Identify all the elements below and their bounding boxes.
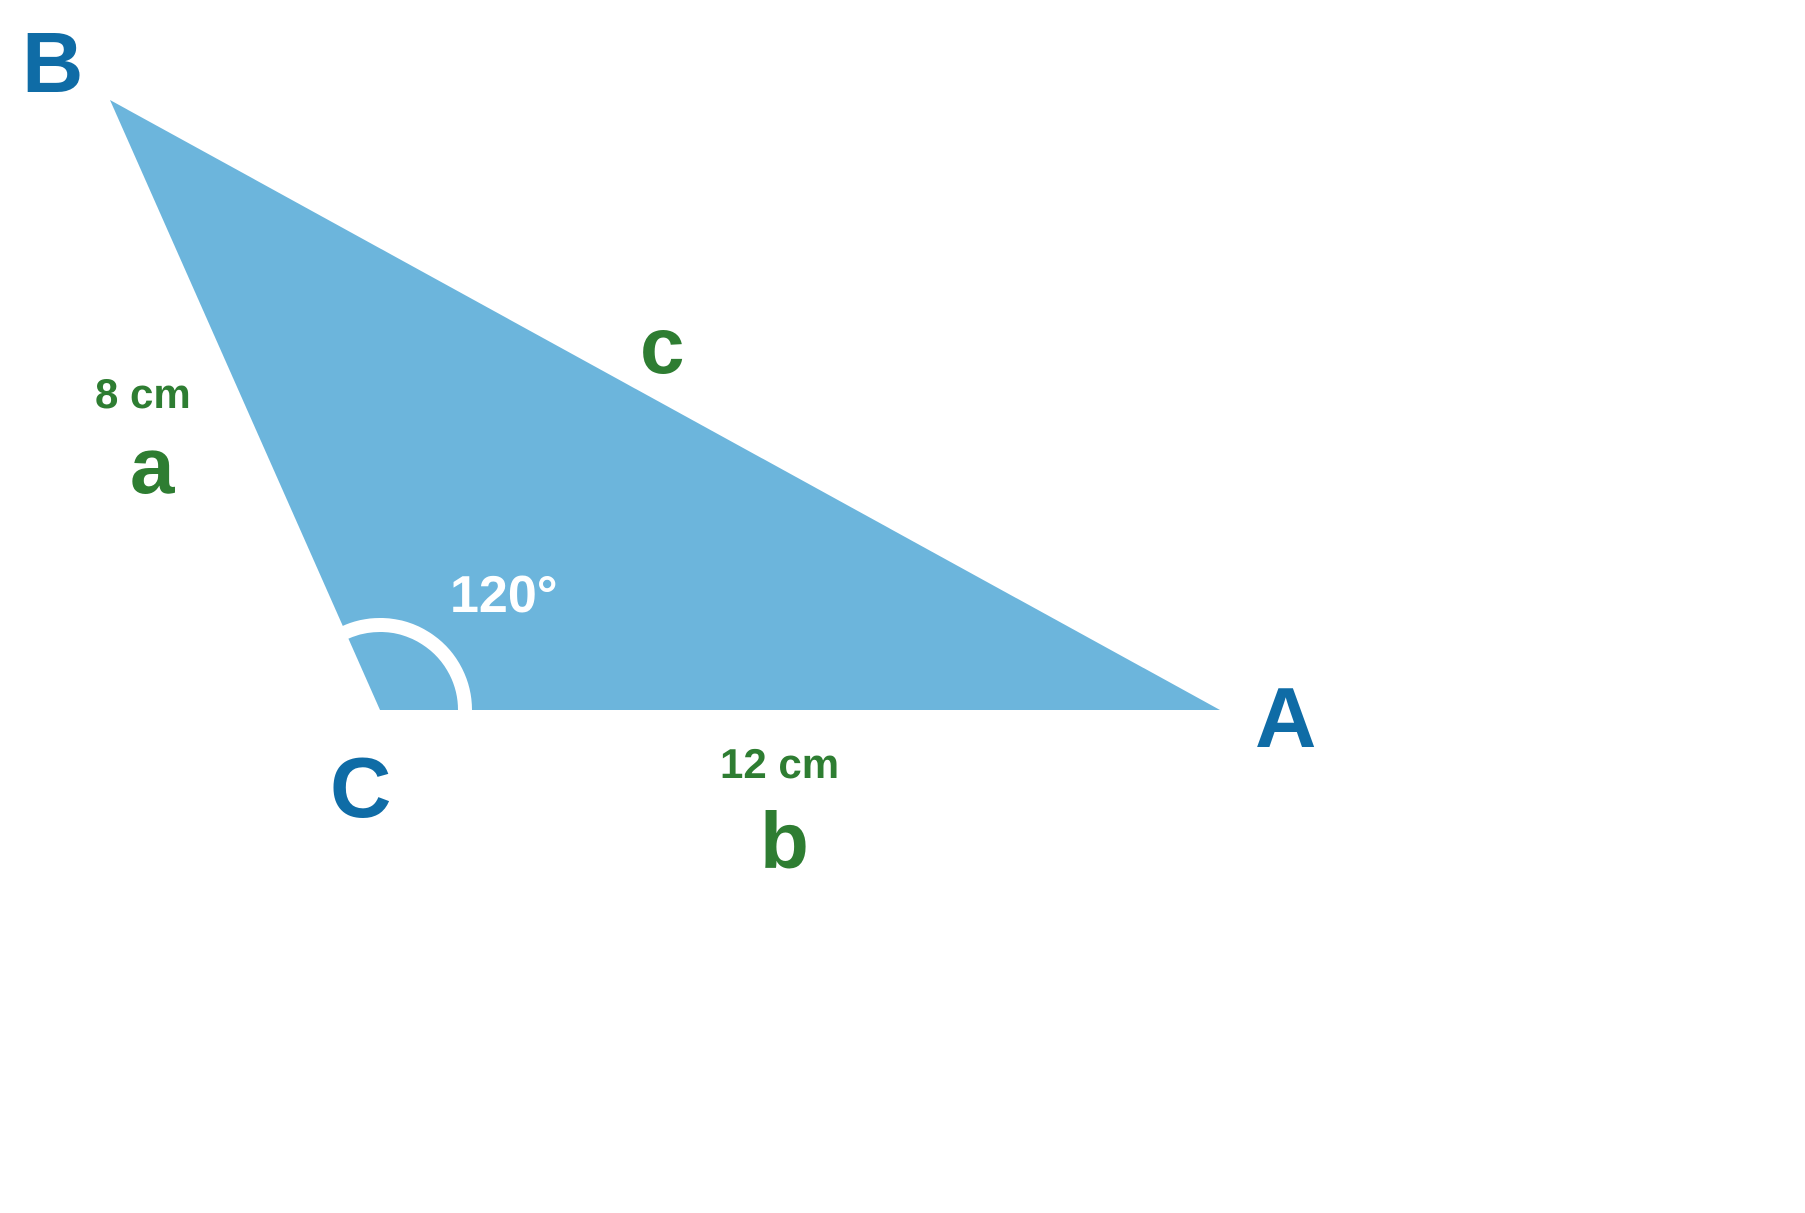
side-b-measure: 12 cm xyxy=(720,740,839,788)
triangle-shape xyxy=(110,100,1220,710)
vertex-label-c: C xyxy=(330,740,391,838)
vertex-label-b: B xyxy=(22,15,83,113)
vertex-label-a: A xyxy=(1255,670,1316,768)
side-a-measure: 8 cm xyxy=(95,370,191,418)
side-b-label: b xyxy=(760,795,809,887)
triangle-diagram xyxy=(0,0,1805,1213)
angle-c-label: 120° xyxy=(450,565,558,625)
side-a-label: a xyxy=(130,420,175,512)
side-c-label: c xyxy=(640,300,685,392)
